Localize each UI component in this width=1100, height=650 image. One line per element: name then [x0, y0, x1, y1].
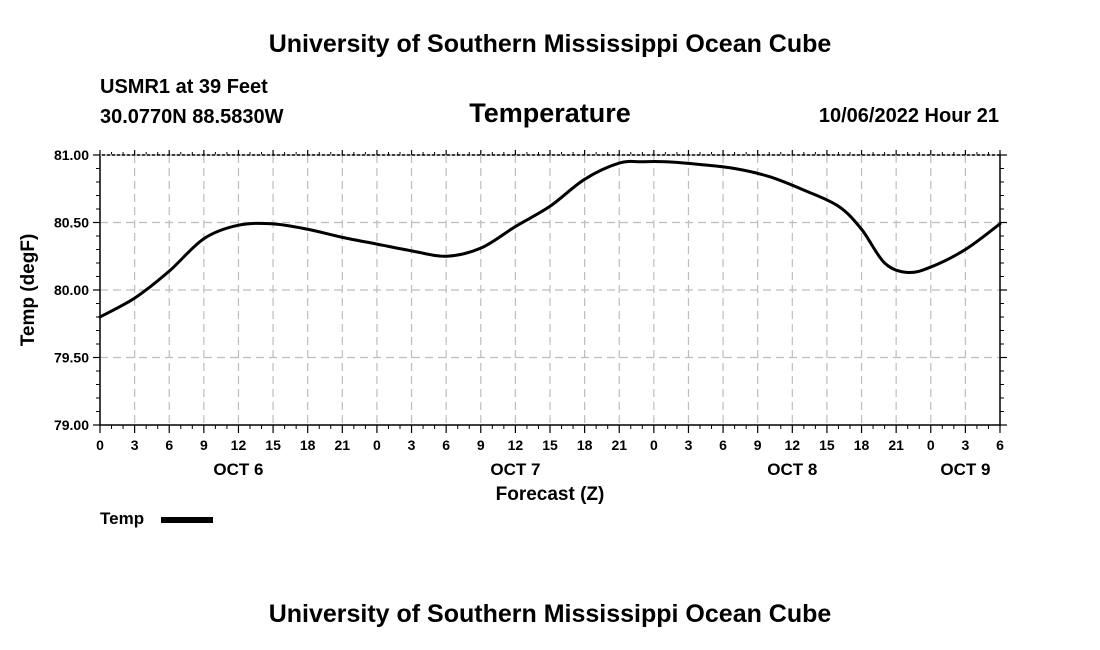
data-point-temp — [803, 189, 805, 191]
x-tick-label: 12 — [508, 437, 524, 453]
data-point-temp — [341, 236, 343, 238]
data-point-temp — [883, 262, 885, 264]
y-axis-label: Temp (degF) — [18, 234, 39, 347]
x-tick-label: 18 — [854, 437, 870, 453]
y-tick-label: 79.00 — [54, 417, 89, 433]
temperature-chart: 79.00 79.50 80.00 80.50 81.00 0 3 6 9 12 15 18 21 0 3… — [18, 147, 1007, 505]
x-tick-label: 3 — [131, 437, 139, 453]
data-point-temp — [964, 248, 966, 250]
data-point-temp — [733, 167, 735, 169]
x-tick-label: 9 — [200, 437, 208, 453]
data-point-temp — [99, 316, 101, 318]
data-point-temp — [768, 175, 770, 177]
day-label: OCT 6 — [213, 460, 263, 479]
x-tick-label: 15 — [265, 437, 281, 453]
x-tick-label: 21 — [888, 437, 904, 453]
x-tick-label: 3 — [961, 437, 969, 453]
data-point-temp — [168, 270, 170, 272]
day-label: OCT 9 — [940, 460, 990, 479]
data-point-temp — [664, 161, 666, 163]
chart-main-title: University of Southern Mississippi Ocean… — [268, 30, 832, 58]
x-tick-label: 18 — [577, 437, 593, 453]
x-tick-label: 9 — [754, 437, 762, 453]
x-tick-label: 9 — [477, 437, 485, 453]
station-coordinates: 30.0770N 88.5830W — [100, 106, 284, 128]
x-tick-label: 15 — [819, 437, 835, 453]
data-point-temp — [133, 297, 135, 299]
x-tick-label: 6 — [719, 437, 727, 453]
y-tick-label: 81.00 — [54, 147, 89, 163]
x-tick-label: 6 — [996, 437, 1004, 453]
legend-label-temp: Temp — [100, 509, 145, 528]
x-tick-label: 3 — [408, 437, 416, 453]
y-axis-ticks: 79.00 79.50 80.00 80.50 81.00 — [54, 147, 1007, 433]
data-point-temp — [237, 224, 239, 226]
data-point-temp — [860, 228, 862, 230]
data-point-temp — [376, 243, 378, 245]
station-name: USMR1 at 39 Feet — [100, 76, 268, 98]
data-point-temp — [203, 238, 205, 240]
data-point-temp — [410, 250, 412, 252]
day-label: OCT 7 — [490, 460, 540, 479]
x-tick-label: 15 — [542, 437, 558, 453]
data-point-temp — [549, 205, 551, 207]
x-tick-label: 18 — [300, 437, 316, 453]
x-tick-label: 3 — [685, 437, 693, 453]
y-tick-label: 80.50 — [54, 215, 89, 231]
data-point-temp — [583, 178, 585, 180]
forecast-date: 10/06/2022 Hour 21 — [818, 105, 999, 127]
x-tick-label: 0 — [96, 437, 104, 453]
legend-swatch-temp — [161, 517, 213, 523]
data-point-temp — [445, 255, 447, 257]
x-tick-label: 0 — [373, 437, 381, 453]
data-point-temp — [930, 266, 932, 268]
data-point-temp — [699, 163, 701, 165]
y-tick-label: 80.00 — [54, 282, 89, 298]
data-point-temp — [906, 271, 908, 273]
data-point-temp — [837, 205, 839, 207]
grid-lines — [100, 155, 1000, 425]
day-label: OCT 8 — [767, 460, 817, 479]
data-point-temp — [641, 161, 643, 163]
x-tick-label: 6 — [442, 437, 450, 453]
x-axis-ticks: 0 3 6 9 12 15 18 21 0 3 6 9 12 15 18 21 0 3 6 9 12 15 18 21 0 3 6 — [96, 150, 1004, 453]
data-point-temp — [618, 162, 620, 164]
data-point-temp — [999, 223, 1001, 225]
data-point-temp — [306, 228, 308, 230]
x-axis-label: Forecast (Z) — [496, 484, 605, 505]
x-tick-label: 21 — [611, 437, 627, 453]
footer-title: University of Southern Mississippi Ocean… — [268, 600, 832, 628]
data-point-temp — [272, 223, 274, 225]
variable-title: Temperature — [469, 98, 631, 128]
x-tick-label: 0 — [650, 437, 658, 453]
data-point-temp — [514, 225, 516, 227]
x-tick-label: 12 — [231, 437, 247, 453]
x-tick-label: 0 — [927, 437, 935, 453]
y-tick-label: 79.50 — [54, 350, 89, 366]
x-tick-label: 6 — [165, 437, 173, 453]
data-point-temp — [480, 247, 482, 249]
day-labels: OCT 6 OCT 7 OCT 8 OCT 9 — [213, 460, 990, 479]
x-tick-label: 21 — [335, 437, 351, 453]
series-line-temp — [98, 159, 1002, 319]
x-tick-label: 12 — [785, 437, 801, 453]
